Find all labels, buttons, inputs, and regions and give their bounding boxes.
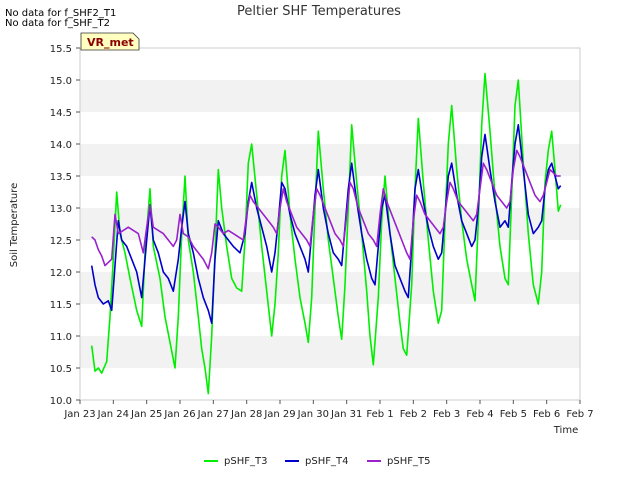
x-tick-label: Jan 30 <box>297 409 329 420</box>
x-tick-label: Jan 24 <box>97 409 129 420</box>
y-axis: 10.0 10.5 11.0 11.5 12.0 12.5 13.0 13.5 14.0 14.5… <box>50 44 80 407</box>
x-tick-label: Feb 3 <box>433 409 460 420</box>
y-tick-label: 15.0 <box>50 76 72 87</box>
legend-label: pSHF_T5 <box>387 456 430 467</box>
x-tick-label: Feb 4 <box>466 409 493 420</box>
x-tick-label: Jan 28 <box>230 409 262 420</box>
no-data-notice-1: No data for f_SHF2_T1 <box>5 8 117 19</box>
y-axis-label: Soil Temperature <box>9 183 20 268</box>
series-line-pSHF_T5 <box>91 149 561 270</box>
y-tick-label: 11.0 <box>50 332 72 343</box>
legend-label: pSHF_T3 <box>224 456 267 467</box>
badge-text: VR_met <box>87 36 134 49</box>
vr-met-badge: VR_met <box>80 32 140 51</box>
grid-band <box>80 144 580 176</box>
grid-band <box>80 208 580 240</box>
y-tick-label: 14.0 <box>50 140 72 151</box>
x-tick-label: Jan 26 <box>163 409 195 420</box>
x-tick-label: Feb 7 <box>566 409 593 420</box>
x-axis-label: Time <box>553 425 578 436</box>
x-tick-label: Jan 27 <box>197 409 229 420</box>
x-tick-label: Jan 25 <box>130 409 162 420</box>
x-tick-label: Jan 29 <box>263 409 295 420</box>
y-tick-label: 11.5 <box>50 300 72 311</box>
y-tick-label: 10.0 <box>50 396 72 407</box>
x-tick-label: Jan 23 <box>63 409 95 420</box>
series-line-pSHF_T4 <box>90 124 562 324</box>
grid-band <box>80 336 580 368</box>
y-tick-label: 13.0 <box>50 204 72 215</box>
y-tick-label: 14.5 <box>50 108 72 119</box>
x-tick-label: Feb 6 <box>533 409 560 420</box>
legend: pSHF_T3 pSHF_T4 pSHF_T5 <box>204 456 430 467</box>
series-lines <box>90 72 562 395</box>
grid-bands <box>80 80 580 368</box>
y-tick-label: 12.5 <box>50 236 72 247</box>
legend-label: pSHF_T4 <box>305 456 348 467</box>
y-tick-label: 13.5 <box>50 172 72 183</box>
x-tick-label: Feb 2 <box>400 409 427 420</box>
y-tick-label: 12.0 <box>50 268 72 279</box>
y-tick-label: 10.5 <box>50 364 72 375</box>
x-tick-label: Jan 31 <box>330 409 362 420</box>
badge-shape <box>80 32 140 51</box>
x-tick-label: Feb 1 <box>366 409 393 420</box>
plot-frame <box>79 47 581 401</box>
x-tick-label: Feb 5 <box>500 409 527 420</box>
grid-band <box>80 80 580 112</box>
no-data-notice-2: No data for f_SHF_T2 <box>5 18 111 29</box>
y-tick-label: 15.5 <box>50 44 72 55</box>
x-axis: Jan 23 Jan 24 Jan 25 Jan 26 Jan 27 Jan 28 Jan … <box>63 400 594 420</box>
chart-title: Peltier SHF Temperatures <box>237 4 401 19</box>
series-line-pSHF_T3 <box>90 72 562 395</box>
